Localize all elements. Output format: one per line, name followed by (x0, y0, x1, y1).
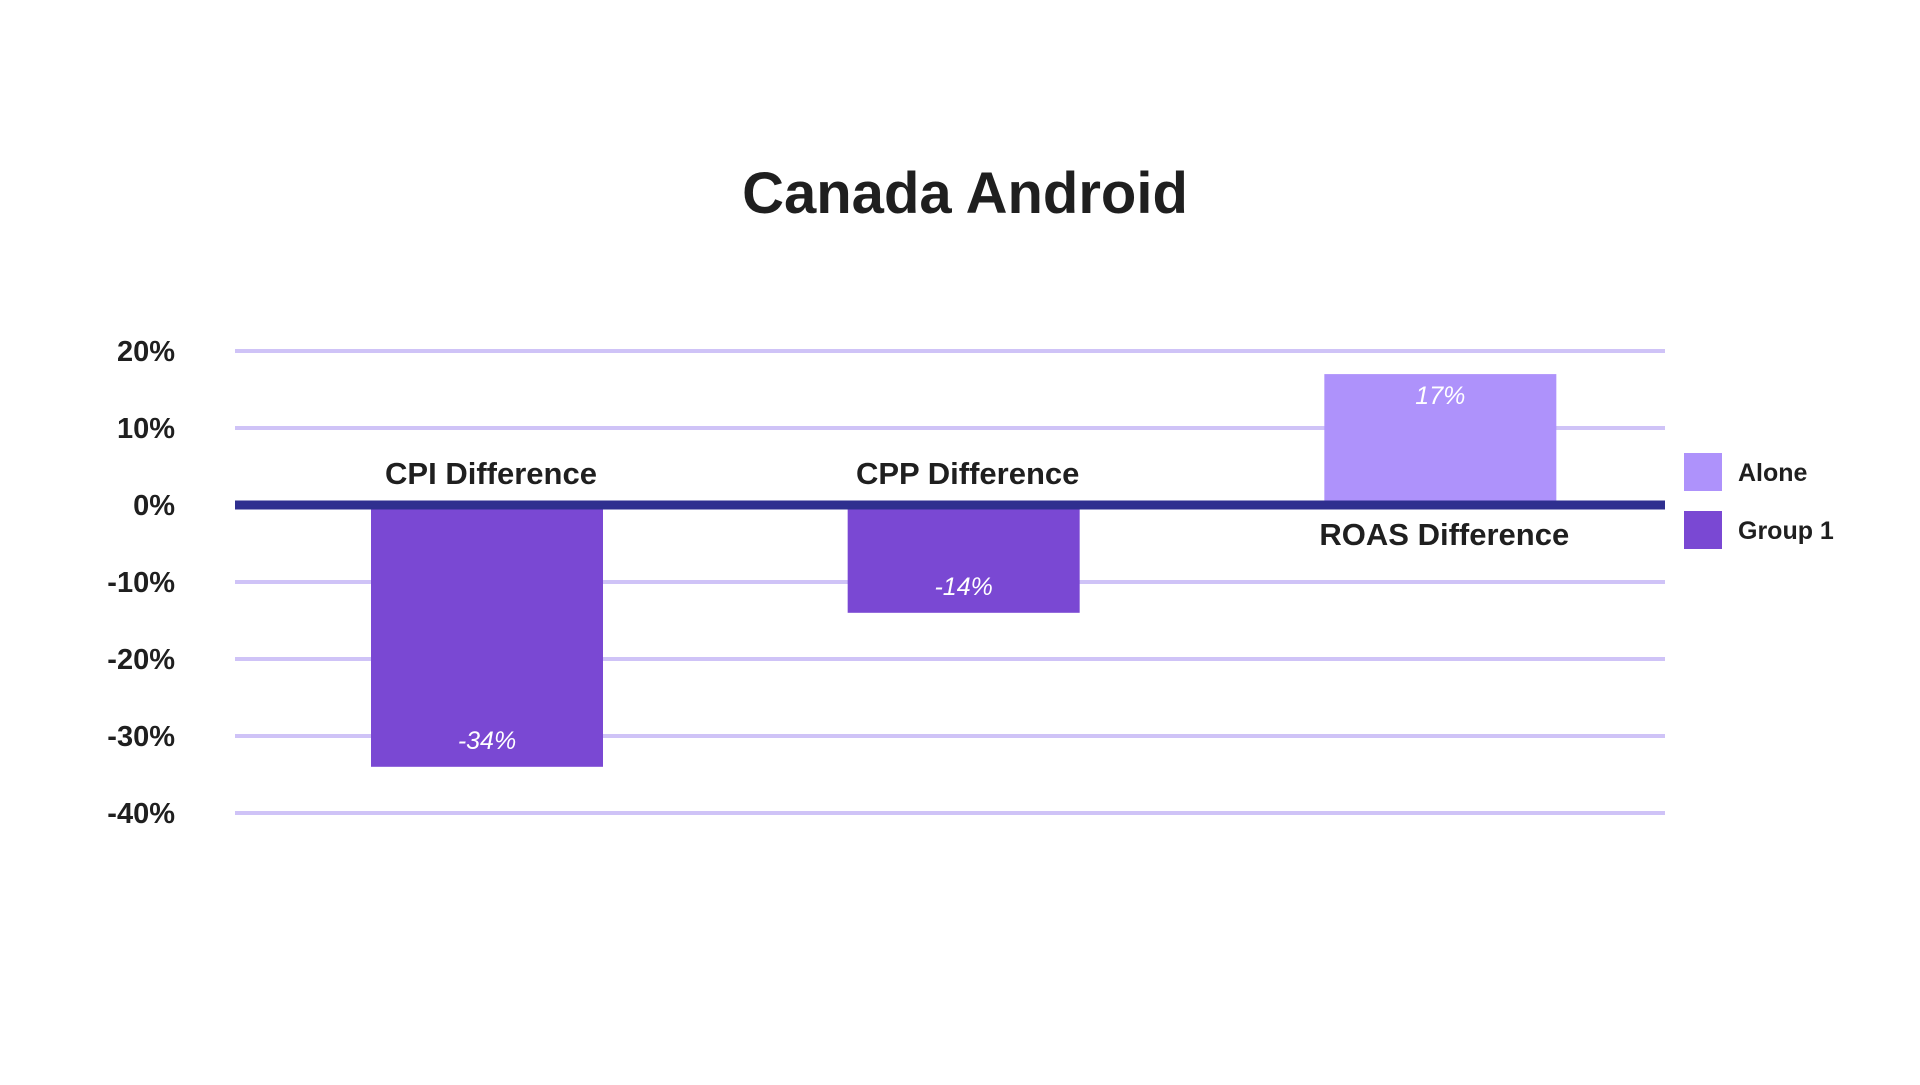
legend-swatch (1684, 453, 1722, 491)
chart-title: Canada Android (742, 161, 1188, 226)
data-label: -14% (934, 573, 992, 601)
category-labels: CPI Difference CPP Difference ROAS Differe… (385, 456, 1569, 552)
category-label: CPI Difference (385, 456, 597, 491)
category-label: CPP Difference (856, 456, 1079, 491)
legend: Alone Group 1 (1684, 453, 1834, 549)
category-label: ROAS Difference (1319, 517, 1569, 552)
y-tick-label: -20% (107, 644, 175, 676)
data-labels: -34% -14% 17% (458, 382, 1466, 755)
data-label: -34% (458, 727, 516, 755)
bar-roas-difference (1324, 374, 1557, 505)
y-tick-label: 0% (133, 490, 175, 522)
data-label: 17% (1415, 382, 1465, 410)
legend-label: Group 1 (1738, 517, 1834, 545)
y-tick-label: -40% (107, 798, 175, 830)
y-tick-label: -10% (107, 567, 175, 599)
bar-cpp-difference (847, 505, 1080, 613)
legend-swatch (1684, 511, 1722, 549)
y-tick-label: -30% (107, 721, 175, 753)
bars (371, 374, 1557, 767)
y-tick-label: 10% (117, 413, 175, 445)
y-tick-label: 20% (117, 336, 175, 368)
bar-cpi-difference (371, 505, 603, 767)
legend-label: Alone (1738, 459, 1808, 487)
y-axis-ticks: 20% 10% 0% -10% -20% -30% -40% (107, 336, 175, 830)
